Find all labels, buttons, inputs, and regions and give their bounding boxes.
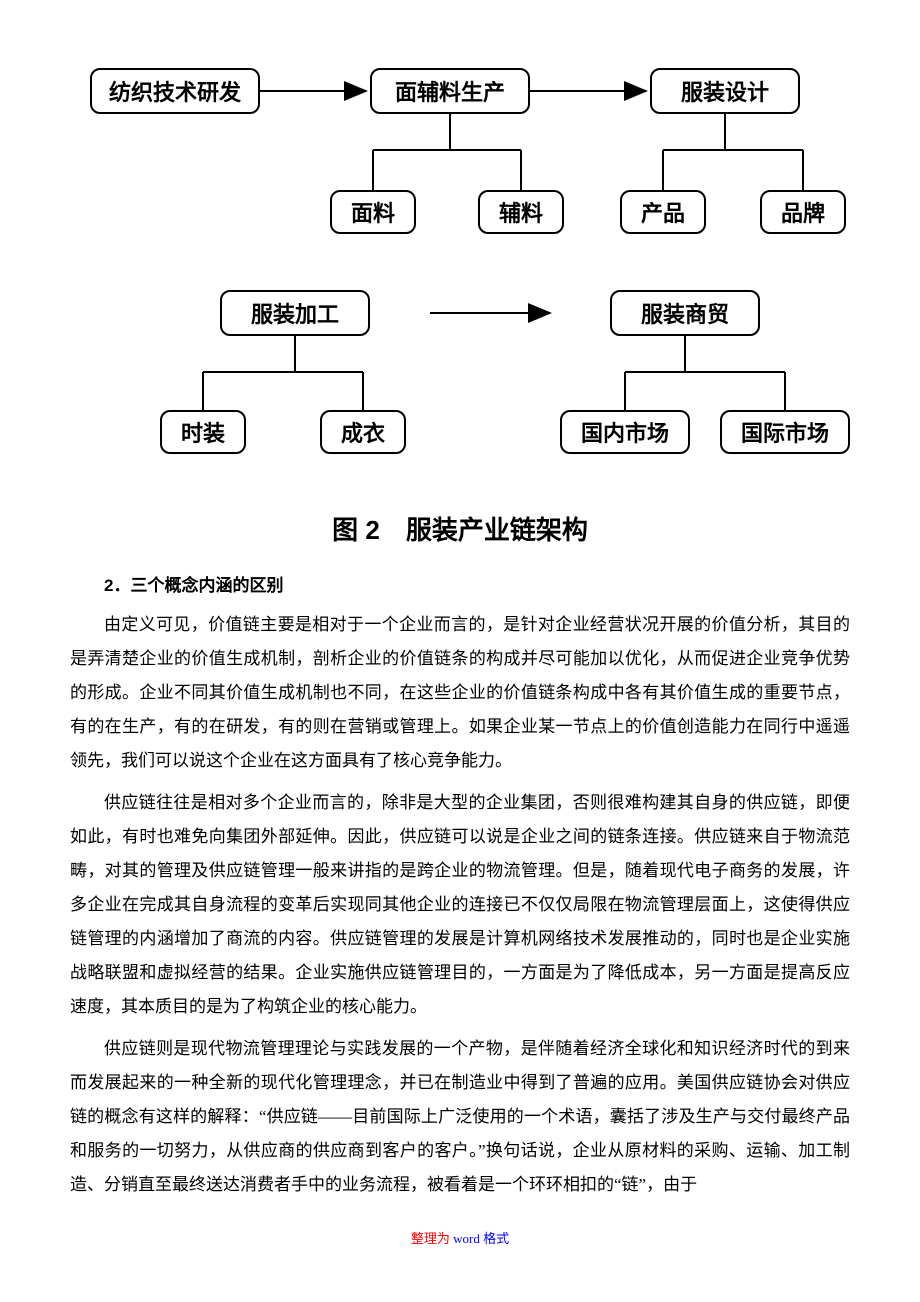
flowchart-node: 服装设计 [650, 68, 800, 114]
paragraph: 由定义可见，价值链主要是相对于一个企业而言的，是针对企业经营状况开展的价值分析，… [70, 608, 850, 778]
flowchart-node: 纺织技术研发 [90, 68, 260, 114]
flowchart-node: 成衣 [320, 410, 406, 454]
flowchart-node: 品牌 [760, 190, 846, 234]
paragraph: 供应链往往是相对多个企业而言的，除非是大型的企业集团，否则很难构建其自身的供应链… [70, 786, 850, 1024]
footer-text-red: 整理为 [411, 1231, 450, 1246]
flowchart-node: 国内市场 [560, 410, 690, 454]
footer-text-blue: word 格式 [450, 1231, 509, 1246]
page-footer: 整理为 word 格式 [70, 1228, 850, 1247]
flowchart-node: 面料 [330, 190, 416, 234]
flowchart-diagram: 纺织技术研发 面辅料生产 服装设计面料 辅料 产品 品牌服装加工 服装商贸时装 成衣 国内市场国… [70, 60, 850, 500]
flowchart-node: 产品 [620, 190, 706, 234]
figure-caption: 图 2 服装产业链架构 [70, 510, 850, 547]
flowchart-node: 国际市场 [720, 410, 850, 454]
flowchart-node: 辅料 [478, 190, 564, 234]
flowchart-node: 服装商贸 [610, 290, 760, 336]
flowchart-node: 面辅料生产 [370, 68, 530, 114]
paragraph: 供应链则是现代物流管理理论与实践发展的一个产物，是伴随着经济全球化和知识经济时代… [70, 1032, 850, 1202]
section-heading: 2．三个概念内涵的区别 [70, 571, 850, 596]
flowchart-node: 时装 [160, 410, 246, 454]
flowchart-node: 服装加工 [220, 290, 370, 336]
